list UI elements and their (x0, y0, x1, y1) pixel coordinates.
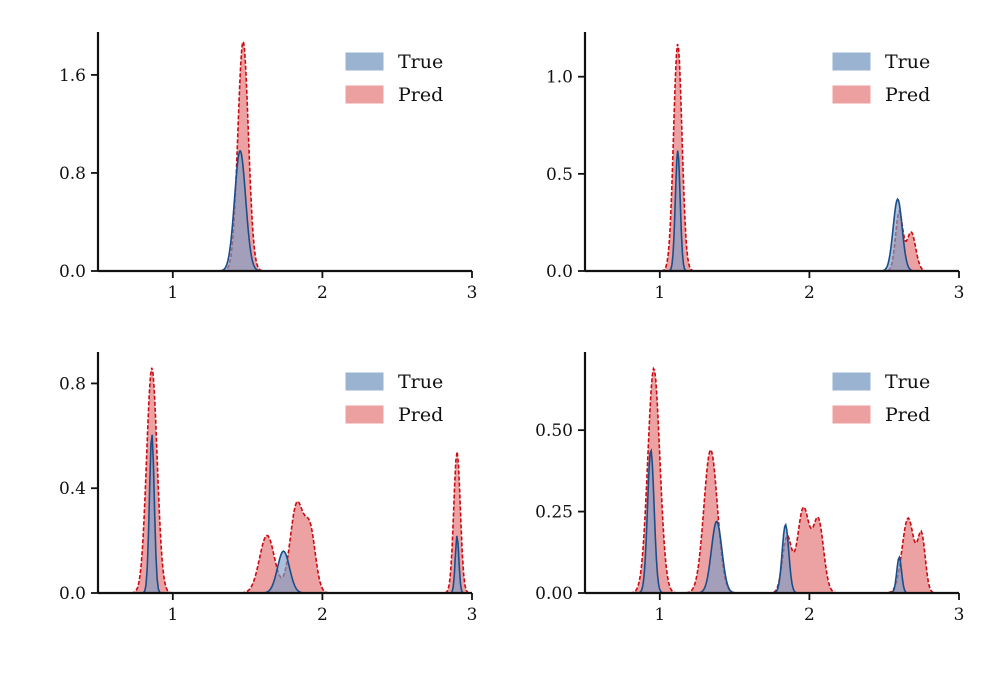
x-tick-label: 3 (954, 605, 965, 625)
series-pred (660, 43, 930, 272)
y-tick-label: 0.50 (535, 421, 573, 441)
density-area-pred (222, 41, 265, 272)
legend-swatch-true (344, 371, 385, 392)
density-line-true (637, 448, 909, 594)
density-area-true (637, 450, 909, 593)
density-line-pred (222, 40, 265, 272)
series-true (668, 150, 916, 272)
x-tick-label: 2 (804, 283, 815, 303)
y-tick-label: 0.4 (59, 479, 86, 499)
y-tick-label: 0.0 (546, 262, 573, 282)
chart-panel-2: 1 2 3 0.0 0.5 1.0 True Pred (546, 32, 964, 303)
x-tick-label: 2 (804, 605, 815, 625)
y-tick-label: 0.5 (546, 165, 573, 185)
x-tick-label: 1 (167, 283, 178, 303)
y-tick-label: 0.25 (535, 503, 573, 523)
series-pred (130, 367, 471, 594)
legend: True Pred (831, 51, 930, 106)
legend-swatch-pred (344, 84, 385, 105)
legend-swatch-pred (831, 84, 872, 105)
legend: True Pred (831, 371, 930, 426)
y-tick-label: 0.0 (59, 262, 86, 282)
series-true (217, 150, 263, 272)
legend-swatch-true (831, 371, 872, 392)
chart-panel-4: 1 2 3 0.00 0.25 0.50 True Pred (535, 352, 964, 625)
x-tick-label: 2 (317, 605, 328, 625)
legend-swatch-true (344, 51, 385, 72)
legend-label-true: True (398, 51, 443, 73)
density-line-true (668, 150, 916, 272)
legend-swatch-pred (831, 404, 872, 425)
series-true (637, 448, 909, 594)
y-tick-label: 0.8 (59, 374, 86, 394)
x-tick-label: 3 (954, 283, 965, 303)
legend: True Pred (344, 371, 443, 426)
legend-swatch-true (831, 51, 872, 72)
y-tick-label: 1.0 (546, 68, 573, 88)
density-area-pred (629, 368, 937, 593)
legend-swatch-pred (344, 404, 385, 425)
x-tick-label: 2 (317, 283, 328, 303)
y-tick-label: 0.8 (59, 164, 86, 184)
density-area-pred (130, 367, 471, 593)
chart-panel-3: 1 2 3 0.0 0.4 0.8 True Pred (59, 352, 477, 625)
legend-label-pred: Pred (398, 404, 443, 426)
legend-label-pred: Pred (885, 404, 930, 426)
y-tick-label: 0.0 (59, 584, 86, 604)
x-tick-label: 1 (654, 605, 665, 625)
chart-panel-1: 1 2 3 0.0 0.8 1.6 True Pred (59, 32, 477, 303)
density-area-pred (661, 44, 930, 272)
legend-label-pred: Pred (398, 84, 443, 106)
density-line-pred (660, 43, 930, 272)
legend: True Pred (344, 51, 443, 106)
density-area-true (217, 150, 263, 271)
legend-label-true: True (885, 371, 930, 393)
x-tick-label: 1 (654, 283, 665, 303)
legend-label-true: True (398, 371, 443, 393)
series-pred (222, 40, 265, 272)
legend-label-pred: Pred (885, 84, 930, 106)
y-tick-label: 0.00 (535, 584, 573, 604)
density-line-true (217, 150, 263, 272)
legend-label-true: True (885, 51, 930, 73)
x-tick-label: 3 (467, 605, 478, 625)
density-area-true (668, 150, 916, 271)
x-tick-label: 1 (167, 605, 178, 625)
y-tick-label: 1.6 (59, 66, 86, 86)
x-tick-label: 3 (467, 283, 478, 303)
